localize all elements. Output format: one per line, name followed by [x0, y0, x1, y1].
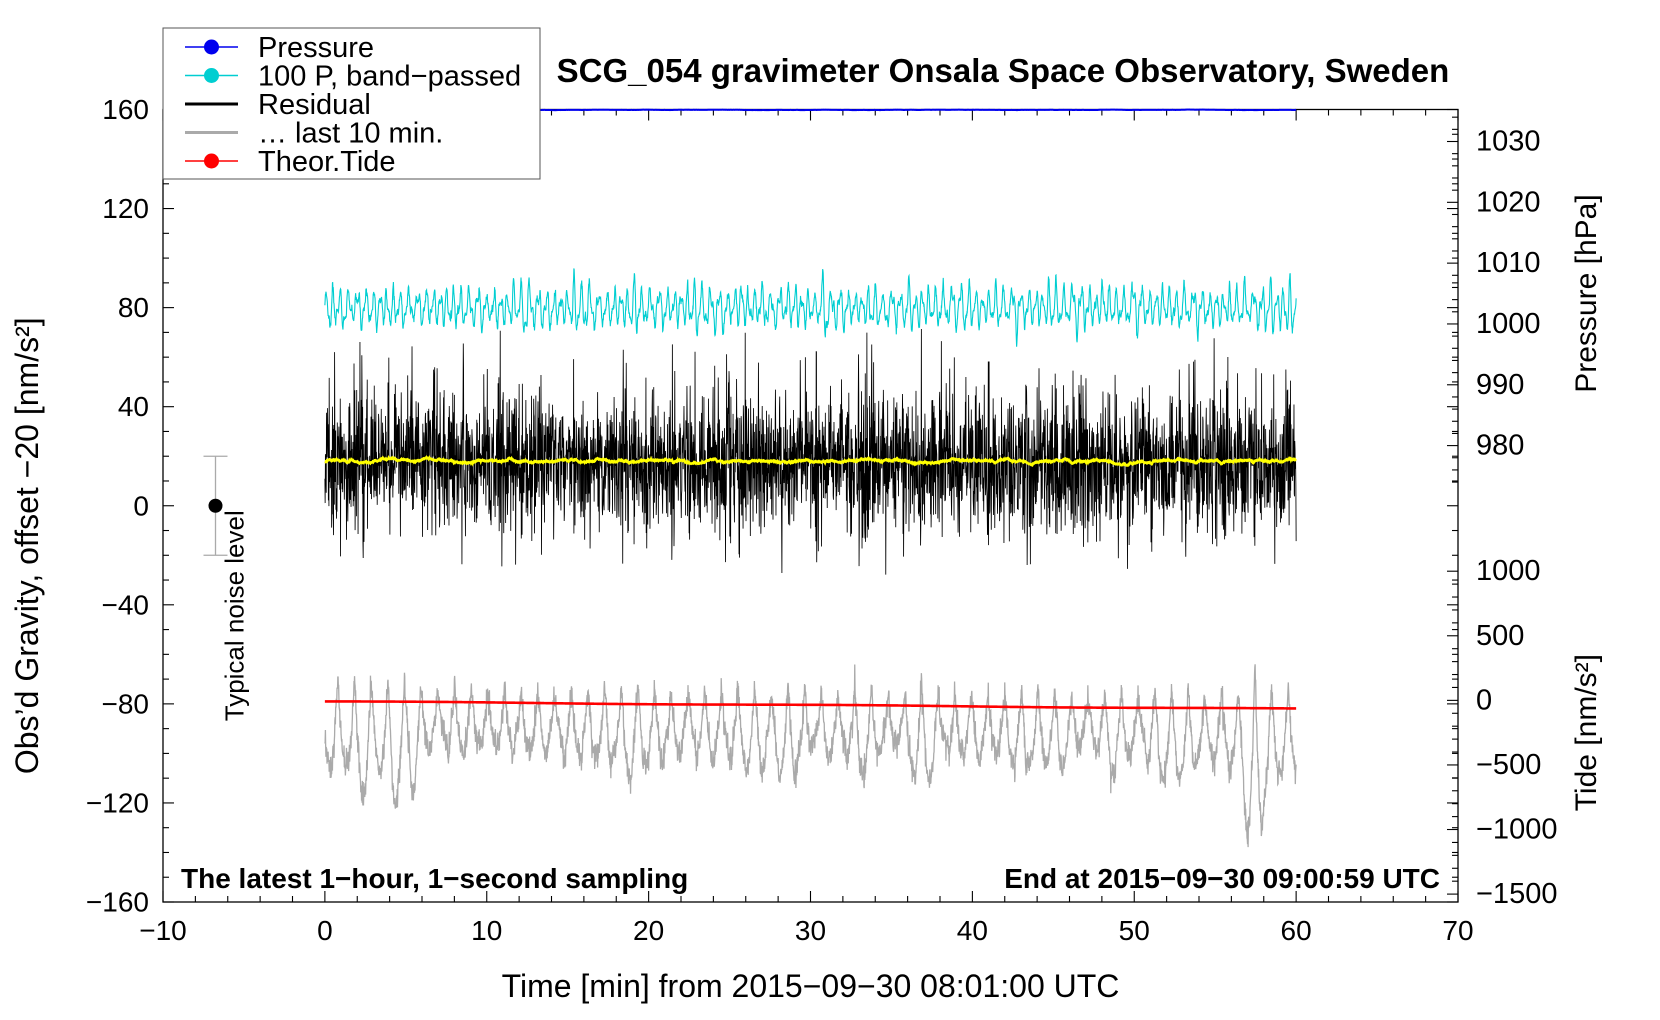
svg-text:0: 0 — [133, 490, 149, 521]
svg-text:0: 0 — [1476, 684, 1492, 716]
svg-text:990: 990 — [1476, 369, 1524, 401]
svg-text:1030: 1030 — [1476, 126, 1541, 158]
svg-text:40: 40 — [957, 915, 988, 946]
svg-text:−160: −160 — [86, 887, 149, 918]
svg-text:1000: 1000 — [1476, 308, 1541, 340]
svg-text:80: 80 — [118, 292, 149, 323]
svg-text:Theor.Tide: Theor.Tide — [258, 146, 396, 178]
svg-text:−1500: −1500 — [1476, 878, 1557, 910]
svg-text:100 P, band−passed: 100 P, band−passed — [258, 61, 521, 93]
svg-text:−120: −120 — [86, 787, 149, 818]
svg-text:20: 20 — [633, 915, 664, 946]
svg-text:−80: −80 — [102, 688, 150, 719]
svg-text:−500: −500 — [1476, 749, 1541, 781]
svg-text:30: 30 — [795, 915, 826, 946]
svg-text:Time [min] from 2015−09−30 08:: Time [min] from 2015−09−30 08:01:00 UTC — [502, 968, 1120, 1004]
svg-text:50: 50 — [1119, 915, 1150, 946]
svg-text:Tide [nm/s²]: Tide [nm/s²] — [1570, 654, 1603, 811]
svg-text:60: 60 — [1281, 915, 1312, 946]
svg-text:−40: −40 — [102, 589, 150, 620]
svg-text:Residual: Residual — [258, 89, 371, 121]
svg-text:500: 500 — [1476, 620, 1524, 652]
svg-text:40: 40 — [118, 391, 149, 422]
svg-text:1020: 1020 — [1476, 186, 1541, 218]
svg-text:SCG_054 gravimeter Onsala Spac: SCG_054 gravimeter Onsala Space Observat… — [557, 52, 1450, 89]
svg-text:1010: 1010 — [1476, 247, 1541, 279]
svg-text:Pressure: Pressure — [258, 32, 374, 64]
svg-text:160: 160 — [102, 94, 149, 125]
svg-text:10: 10 — [471, 915, 502, 946]
svg-text:120: 120 — [102, 193, 149, 224]
svg-text:70: 70 — [1442, 915, 1473, 946]
svg-text:End at 2015−09−30 09:00:59 UTC: End at 2015−09−30 09:00:59 UTC — [1004, 863, 1440, 894]
svg-text:Obs’d Gravity, offset −20 [nm/: Obs’d Gravity, offset −20 [nm/s²] — [9, 317, 45, 774]
svg-text:Pressure [hPa]: Pressure [hPa] — [1570, 194, 1603, 392]
svg-text:−10: −10 — [139, 915, 187, 946]
svg-text:1000: 1000 — [1476, 555, 1541, 587]
svg-text:… last 10 min.: … last 10 min. — [258, 118, 443, 150]
svg-text:980: 980 — [1476, 430, 1524, 462]
svg-text:The latest 1−hour, 1−second sa: The latest 1−hour, 1−second sampling — [181, 863, 688, 894]
svg-text:Typical noise level: Typical noise level — [220, 510, 250, 721]
svg-text:0: 0 — [317, 915, 333, 946]
svg-text:−1000: −1000 — [1476, 814, 1557, 846]
